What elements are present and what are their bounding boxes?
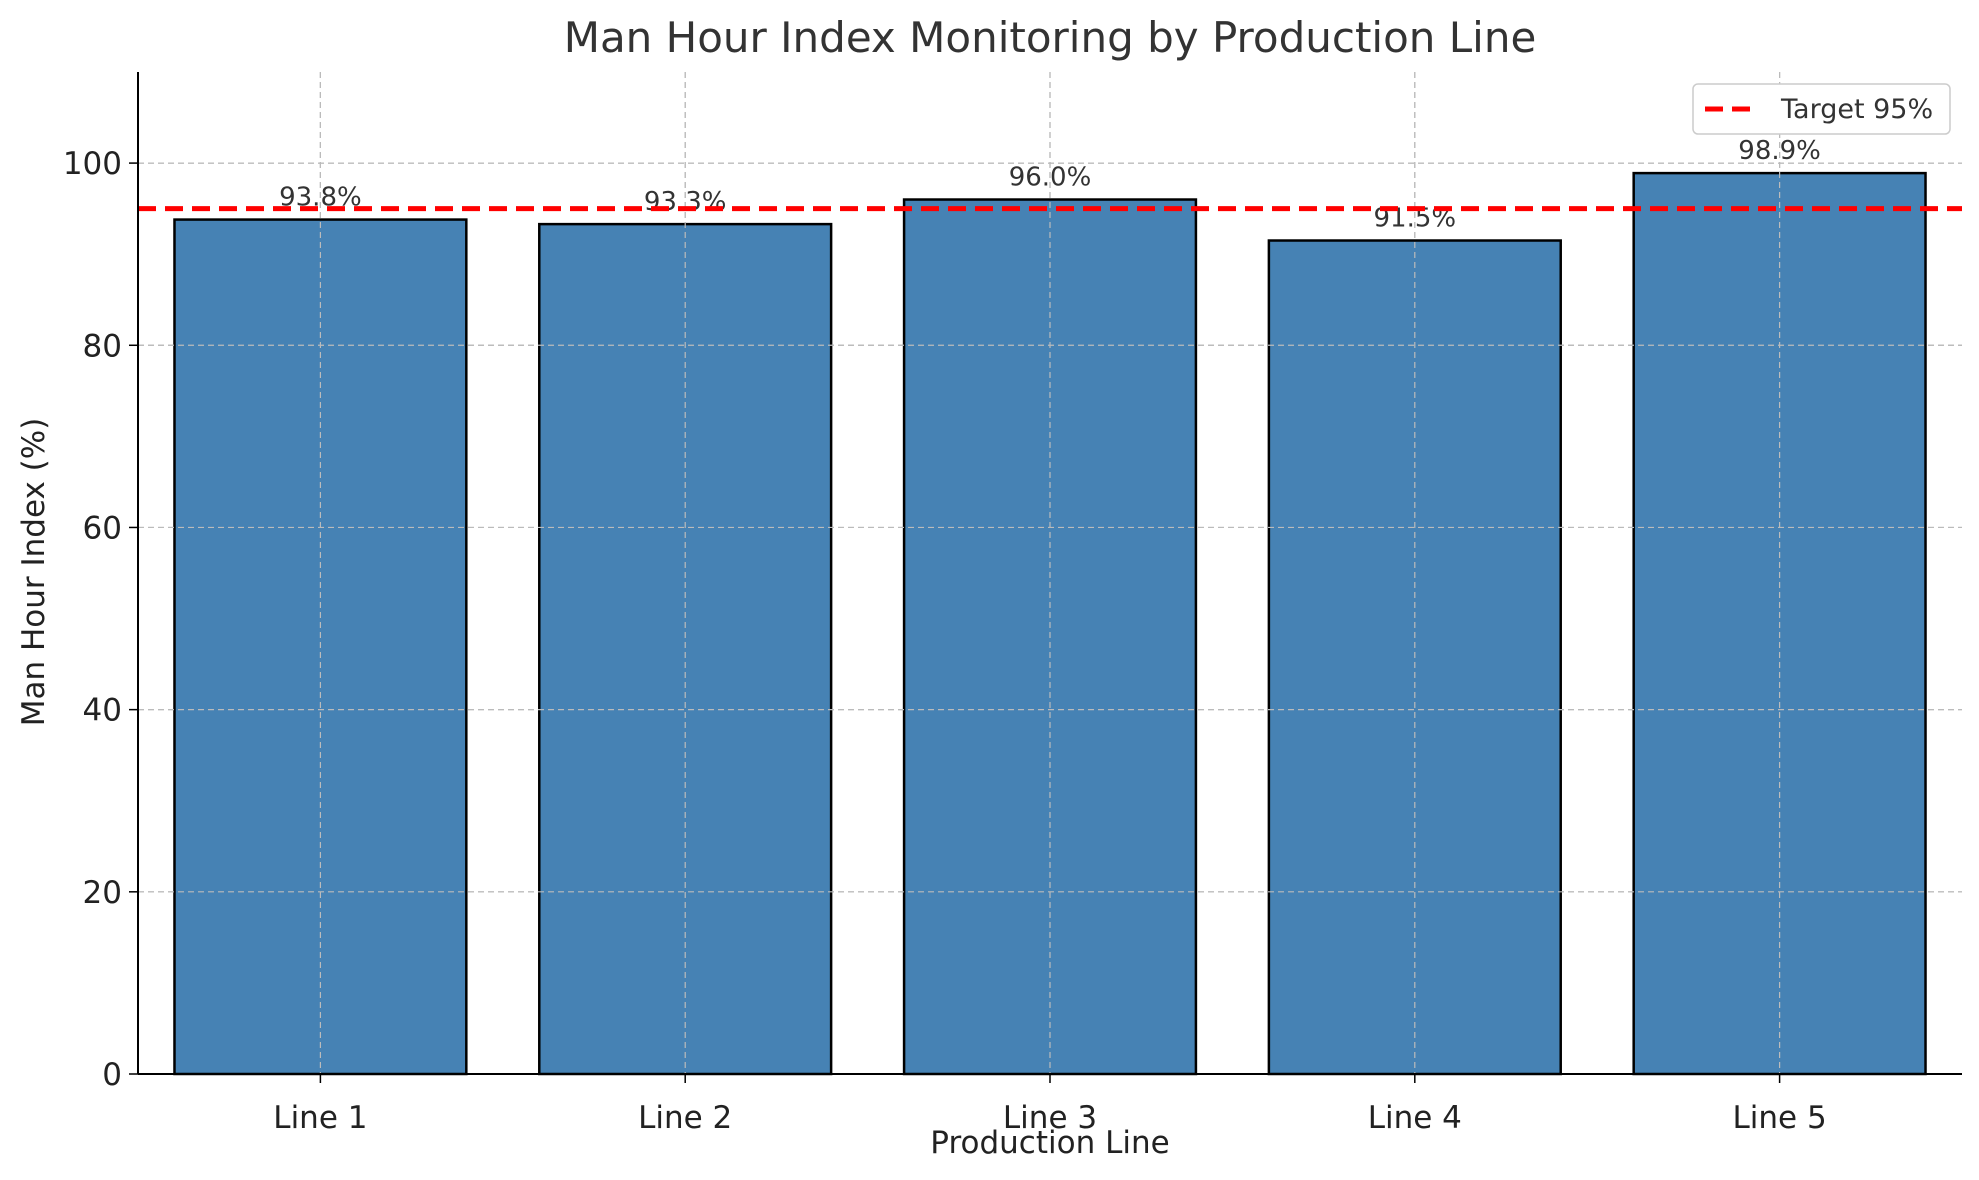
legend-box — [1692, 83, 1951, 135]
x-axis-label: Production Line — [930, 1125, 1169, 1161]
x-tick-label: Line 3 — [1003, 1100, 1097, 1136]
y-axis-label: Man Hour Index (%) — [16, 418, 52, 727]
legend-target-label: Target 95% — [1780, 94, 1933, 125]
x-tick-label: Line 5 — [1733, 1100, 1827, 1136]
legend: Target 95% — [1692, 83, 1951, 135]
tick-labels: 0 20 40 60 80 100 Line 1 Line 2 Line 3 Line 4 Line… — [63, 146, 1827, 1136]
chart-title: Man Hour Index Monitoring by Production … — [564, 13, 1537, 62]
y-tick-label: 40 — [83, 693, 122, 729]
x-tick-label: Line 4 — [1368, 1100, 1462, 1136]
x-tick-label: Line 1 — [273, 1100, 367, 1136]
y-tick-label: 80 — [83, 328, 122, 364]
grid-overlay — [138, 72, 1962, 1074]
y-tick-label: 60 — [83, 510, 122, 546]
bar-value-label: 98.9% — [1738, 136, 1821, 166]
axes — [129, 72, 1962, 1083]
bar-value-label: 93.3% — [644, 187, 727, 217]
y-tick-label: 20 — [83, 875, 122, 911]
y-tick-label: 0 — [102, 1057, 122, 1093]
y-tick-label: 100 — [63, 146, 122, 182]
bar-value-label: 96.0% — [1009, 163, 1092, 193]
x-tick-label: Line 2 — [638, 1100, 732, 1136]
bar-value-label: 93.8% — [279, 183, 362, 213]
